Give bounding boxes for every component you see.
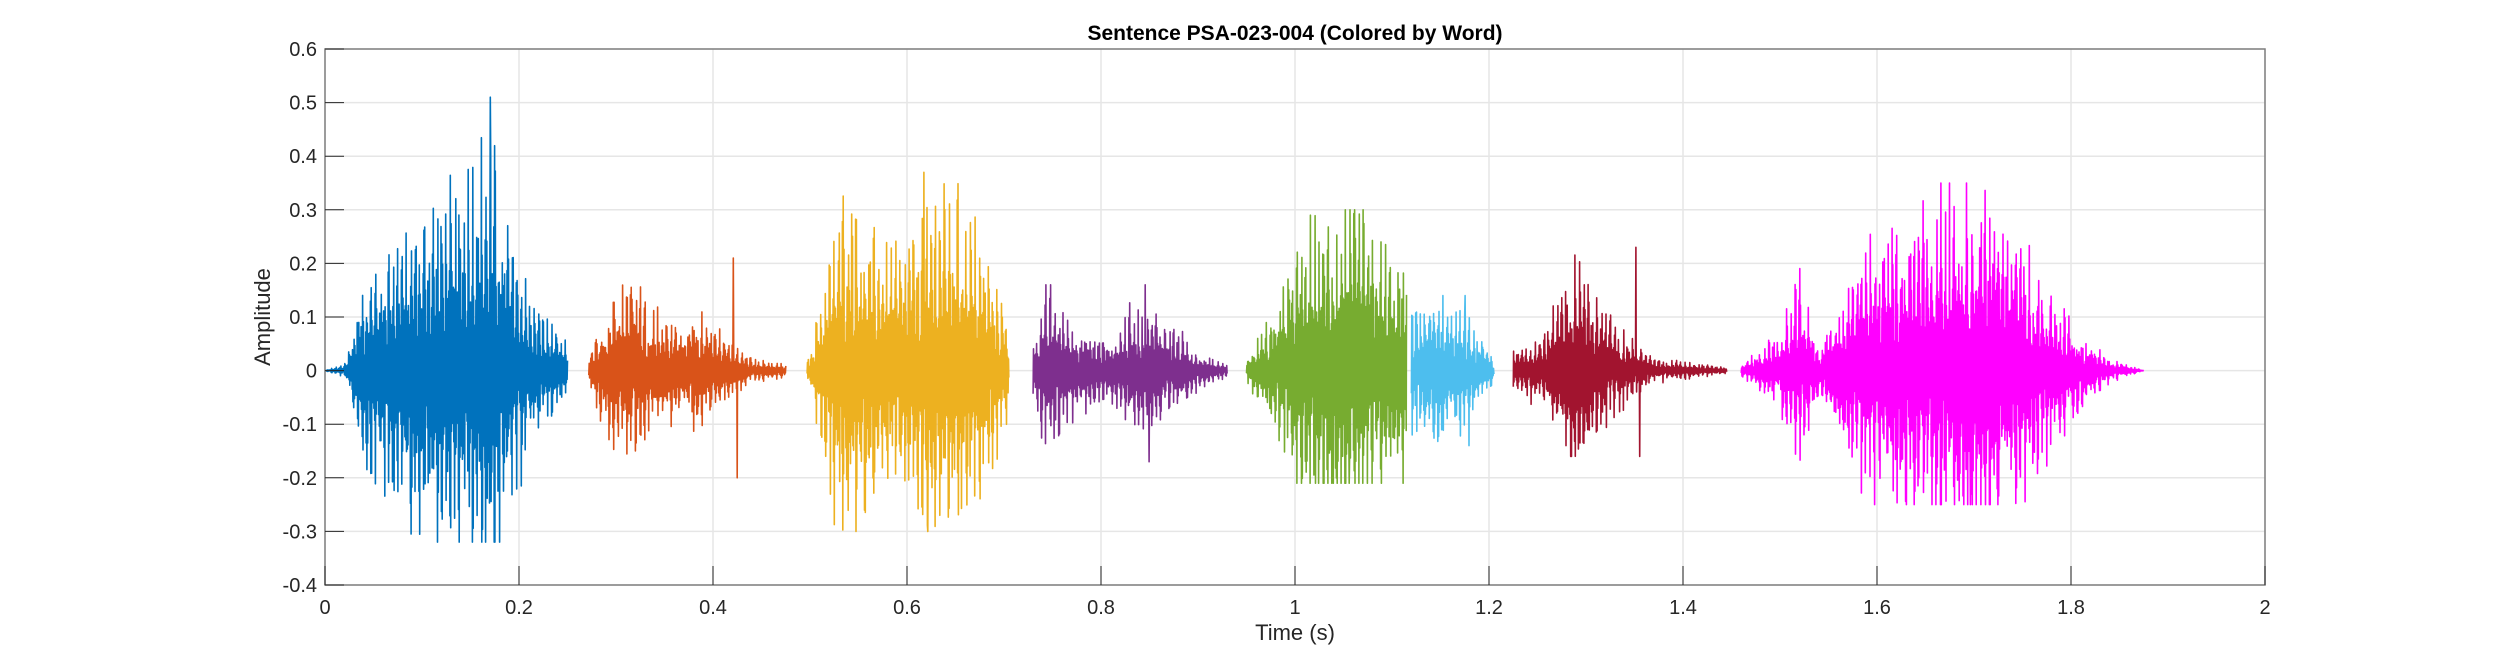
y-tick-label: -0.1 bbox=[283, 414, 317, 436]
series-word-6 bbox=[1410, 294, 1495, 447]
x-tick-label: 0.6 bbox=[893, 597, 921, 619]
y-axis-label: Amplitude bbox=[250, 268, 275, 366]
series-word-2 bbox=[588, 257, 787, 479]
x-tick-label: 1 bbox=[1289, 597, 1300, 619]
y-tick-label: -0.4 bbox=[283, 575, 317, 597]
series-word-7 bbox=[1512, 246, 1728, 458]
x-ticks: 0 0.2 0.4 0.6 0.8 1 1.2 1.4 1.6 1.8 2 bbox=[319, 566, 2271, 619]
x-tick-label: 1.4 bbox=[1669, 597, 1697, 619]
series-group bbox=[324, 96, 2145, 543]
y-tick-label: 0.2 bbox=[289, 253, 317, 275]
series-word-8 bbox=[1740, 182, 2145, 506]
chart-title: Sentence PSA-023-004 (Colored by Word) bbox=[1087, 22, 1502, 45]
series-word-5 bbox=[1245, 209, 1408, 485]
y-tick-label: -0.2 bbox=[283, 468, 317, 490]
series-word-3 bbox=[806, 171, 1010, 533]
y-tick-label: 0.3 bbox=[289, 200, 317, 222]
y-tick-label: 0 bbox=[306, 361, 317, 383]
x-tick-label: 0.2 bbox=[505, 597, 533, 619]
y-tick-label: 0.4 bbox=[289, 146, 317, 168]
y-tick-label: 0.6 bbox=[289, 39, 317, 61]
x-tick-label: 0.8 bbox=[1087, 597, 1115, 619]
x-tick-label: 0.4 bbox=[699, 597, 727, 619]
y-tick-label: 0.1 bbox=[289, 307, 317, 329]
x-tick-label: 1.2 bbox=[1475, 597, 1503, 619]
series-word-4 bbox=[1032, 283, 1228, 463]
y-tick-label: -0.3 bbox=[283, 521, 317, 543]
y-ticks: -0.4 -0.3 -0.2 -0.1 0 0.1 0.2 0.3 0.4 0.5 0.6 bbox=[283, 39, 344, 597]
x-tick-label: 2 bbox=[2259, 597, 2270, 619]
x-tick-label: 1.6 bbox=[1863, 597, 1891, 619]
x-axis-label: Time (s) bbox=[1255, 620, 1335, 645]
y-tick-label: 0.5 bbox=[289, 93, 317, 115]
x-tick-label: 1.8 bbox=[2057, 597, 2085, 619]
x-tick-label: 0 bbox=[319, 597, 330, 619]
series-word-1 bbox=[324, 96, 569, 543]
